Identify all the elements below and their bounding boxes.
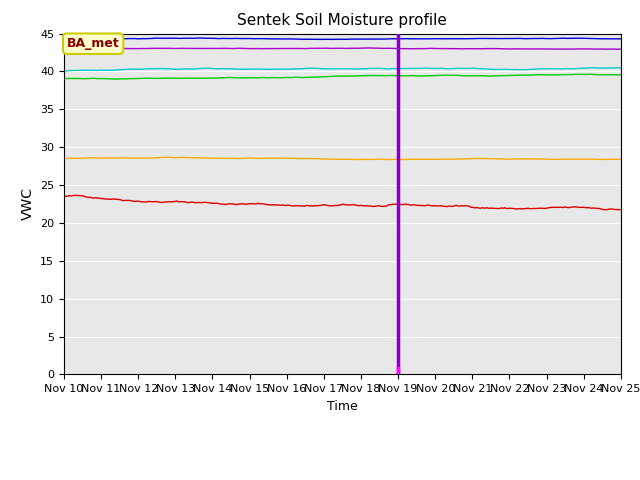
-10cm [617, 207, 625, 213]
-60cm [244, 46, 252, 51]
-40cm [305, 65, 313, 71]
-10cm [246, 201, 254, 206]
-20cm [589, 156, 596, 162]
Title: Sentek Soil Moisture profile: Sentek Soil Moisture profile [237, 13, 447, 28]
-60cm [588, 46, 595, 52]
-20cm [398, 156, 406, 162]
Line: -10cm: -10cm [64, 195, 621, 210]
-20cm [60, 156, 68, 161]
-50cm [228, 36, 236, 41]
-50cm [305, 36, 313, 42]
-30cm [110, 76, 118, 82]
-60cm [129, 46, 136, 51]
-20cm [129, 155, 136, 161]
-40cm [588, 65, 595, 71]
-30cm [589, 72, 596, 77]
-40cm [130, 66, 138, 72]
-50cm [589, 36, 596, 41]
Text: BA_met: BA_met [67, 37, 120, 50]
-10cm [130, 198, 138, 204]
-10cm [588, 205, 595, 211]
-10cm [60, 193, 68, 199]
-40cm [228, 66, 236, 72]
-30cm [130, 76, 138, 82]
-10cm [71, 192, 79, 198]
-40cm [246, 66, 254, 72]
-30cm [228, 75, 236, 81]
-60cm [555, 47, 563, 52]
Line: -20cm: -20cm [64, 157, 621, 159]
-30cm [255, 75, 263, 81]
-50cm [617, 36, 625, 42]
Line: -40cm: -40cm [64, 68, 621, 71]
-40cm [617, 65, 625, 71]
-60cm [226, 46, 234, 51]
X-axis label: Time: Time [327, 400, 358, 413]
Line: -30cm: -30cm [64, 74, 621, 79]
-10cm [255, 201, 263, 206]
-30cm [617, 72, 625, 78]
-20cm [255, 156, 263, 161]
-10cm [228, 201, 236, 207]
-40cm [63, 68, 71, 74]
-40cm [60, 68, 68, 73]
-60cm [60, 45, 68, 51]
-20cm [305, 156, 313, 161]
-50cm [129, 36, 136, 41]
-50cm [195, 35, 203, 41]
-50cm [255, 36, 263, 41]
-50cm [246, 36, 254, 41]
-50cm [325, 36, 333, 42]
-10cm [305, 203, 313, 209]
-50cm [60, 36, 68, 42]
Line: -50cm: -50cm [64, 38, 621, 39]
-20cm [246, 155, 254, 161]
-20cm [166, 154, 173, 160]
-20cm [617, 156, 625, 162]
-30cm [60, 75, 68, 81]
-60cm [617, 46, 625, 52]
-30cm [246, 75, 254, 81]
-30cm [305, 74, 313, 80]
-40cm [255, 66, 263, 72]
Y-axis label: VWC: VWC [20, 188, 35, 220]
-60cm [303, 46, 311, 51]
-30cm [588, 72, 595, 77]
-20cm [228, 156, 236, 161]
Line: -60cm: -60cm [64, 48, 621, 49]
-60cm [254, 46, 262, 51]
